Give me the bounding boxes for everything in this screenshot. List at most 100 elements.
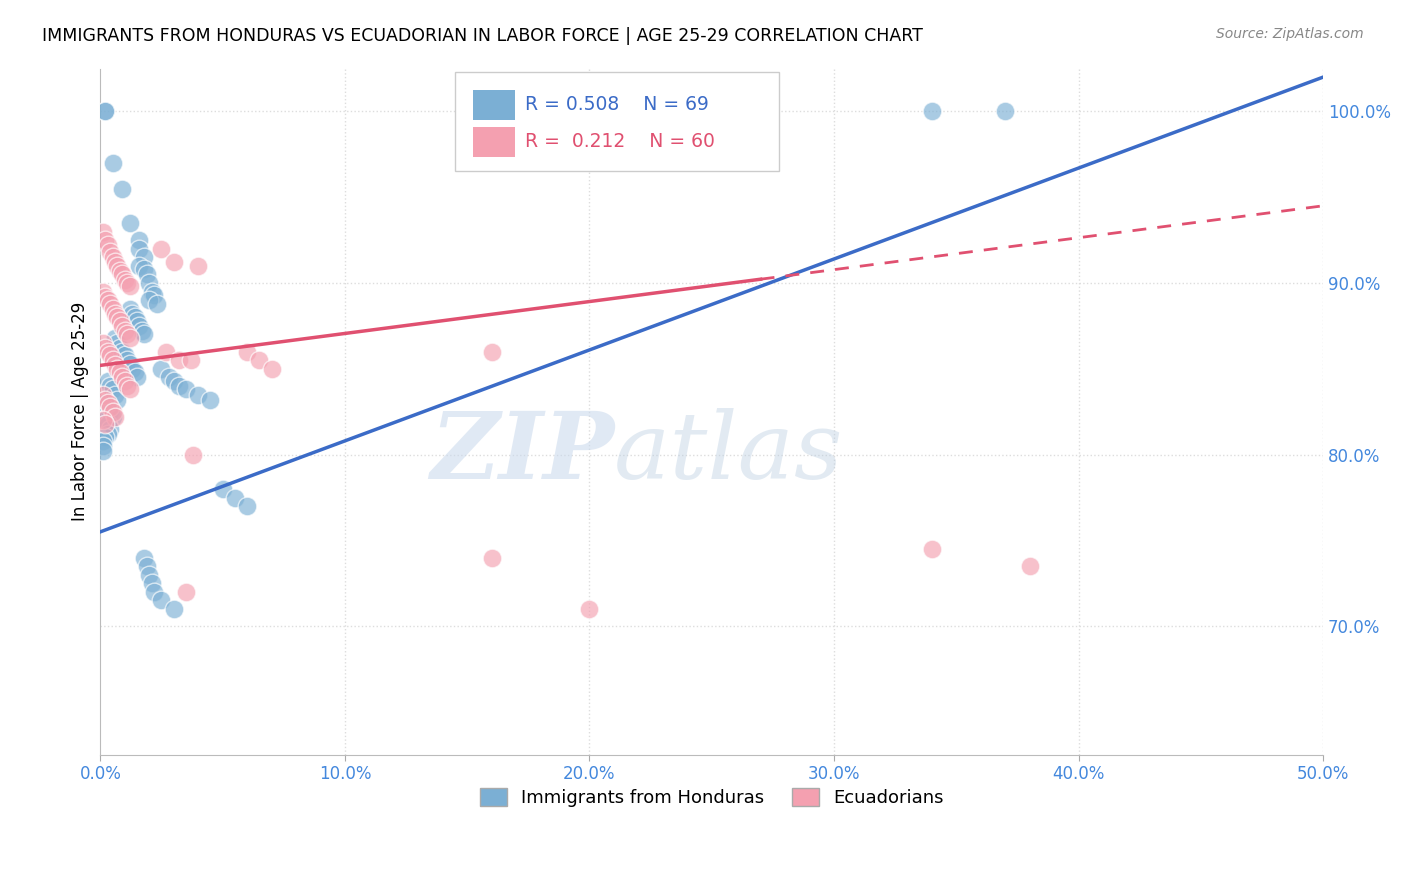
Point [155,344,177,359]
Point [94,233,117,247]
Point [101,250,124,264]
Point [91,444,114,458]
Point [91,387,114,401]
Point [101,353,124,368]
Point [236,499,259,513]
Point [107,392,129,407]
Point [187,387,209,401]
Point [91,225,114,239]
Point [1018,559,1040,574]
Point [125,314,148,328]
Point [108,365,131,379]
Point [200,392,222,407]
Point [104,387,127,401]
Point [111,344,134,359]
Point [260,361,283,376]
Legend: Immigrants from Honduras, Ecuadorians: Immigrants from Honduras, Ecuadorians [472,780,950,814]
Point [224,491,246,505]
Point [167,379,190,393]
Point [481,550,503,565]
Point [91,434,114,448]
Point [114,272,136,286]
Point [111,181,134,195]
Point [108,341,131,355]
Point [117,276,139,290]
Point [128,318,150,333]
Point [114,324,136,338]
Point [98,422,121,436]
Point [108,264,131,278]
Point [117,353,139,368]
Point [98,245,121,260]
Point [101,301,124,316]
Point [125,370,148,384]
Point [101,156,124,170]
Point [236,344,259,359]
Point [118,357,141,371]
Point [97,374,120,388]
Point [97,344,120,359]
Point [91,336,114,351]
Point [97,293,120,308]
Point [994,104,1017,119]
Text: R = 0.508    N = 69: R = 0.508 N = 69 [524,95,709,114]
Point [187,259,209,273]
FancyBboxPatch shape [456,72,779,171]
Point [101,409,124,424]
Point [104,255,127,269]
Point [150,593,173,607]
Point [91,413,114,427]
Point [134,327,156,342]
Point [163,374,186,388]
Point [104,307,127,321]
Point [128,233,150,247]
Point [98,405,121,419]
Point [94,417,117,431]
Point [118,383,141,397]
Point [138,567,160,582]
Point [101,383,124,397]
Y-axis label: In Labor Force | Age 25-29: In Labor Force | Age 25-29 [72,302,89,521]
Text: atlas: atlas [614,408,844,498]
Point [117,379,139,393]
Point [94,392,117,407]
Point [97,427,120,442]
Point [104,359,127,373]
Point [181,448,204,462]
Point [108,314,131,328]
Point [174,383,197,397]
Point [134,550,156,565]
Point [578,602,600,616]
Point [94,104,117,119]
Point [114,374,136,388]
FancyBboxPatch shape [474,90,515,120]
Point [98,400,121,414]
Text: Source: ZipAtlas.com: Source: ZipAtlas.com [1216,27,1364,41]
Point [921,104,943,119]
Point [94,341,117,355]
Point [135,268,157,282]
Point [111,268,134,282]
Point [91,439,114,453]
Point [94,396,117,410]
Point [143,585,166,599]
Point [104,331,127,345]
Point [481,344,503,359]
Point [174,585,197,599]
Point [134,250,156,264]
Point [135,559,157,574]
Point [247,353,270,368]
Point [111,318,134,333]
Text: IMMIGRANTS FROM HONDURAS VS ECUADORIAN IN LABOR FORCE | AGE 25-29 CORRELATION CH: IMMIGRANTS FROM HONDURAS VS ECUADORIAN I… [42,27,924,45]
Point [94,430,117,444]
Point [141,285,163,299]
Point [118,301,141,316]
Point [97,238,120,252]
Point [121,361,143,376]
Point [163,602,186,616]
Point [121,307,143,321]
Text: ZIP: ZIP [430,408,614,498]
Point [91,285,114,299]
Point [98,348,121,362]
Point [180,353,202,368]
